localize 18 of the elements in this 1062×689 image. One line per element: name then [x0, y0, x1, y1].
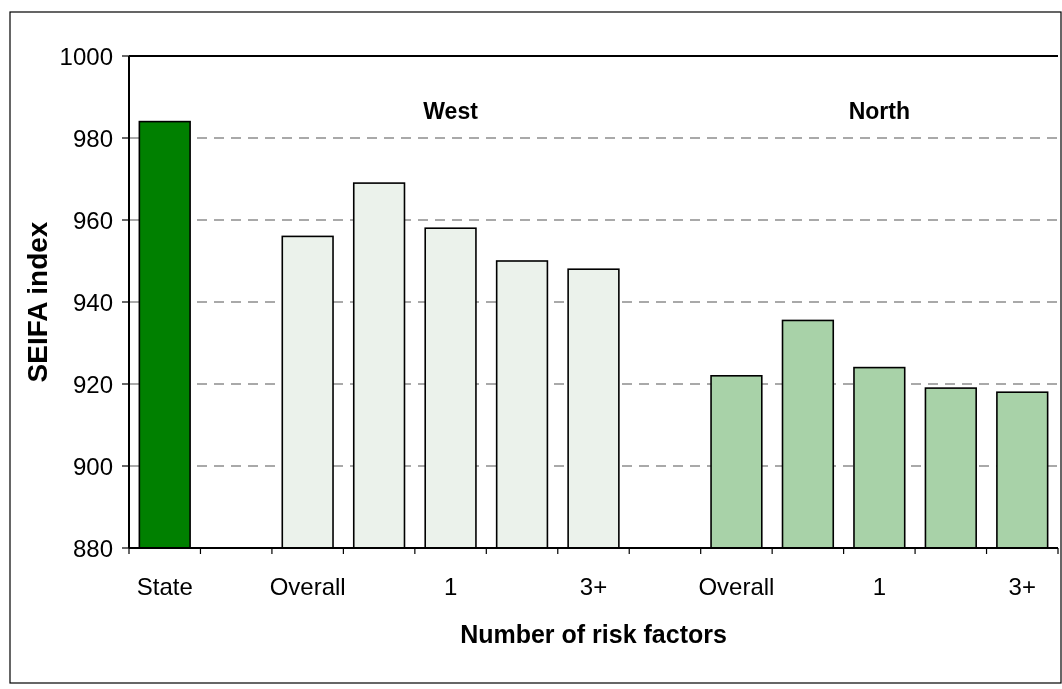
y-tick-label: 960: [72, 206, 113, 234]
x-tick-label: Overall: [269, 572, 346, 600]
y-tick-label: 920: [72, 370, 113, 398]
y-axis-title: SEIFA index: [21, 221, 53, 383]
y-tick-label: 940: [72, 288, 113, 316]
x-tick-label: Overall: [698, 572, 775, 600]
x-axis-title: Number of risk factors: [460, 620, 727, 648]
x-tick-label: State: [136, 572, 193, 600]
y-tick-label: 1000: [59, 42, 113, 70]
x-tick-label: 1: [443, 572, 458, 600]
y-tick-label: 880: [72, 534, 113, 562]
annotation: West: [423, 98, 479, 124]
annotation: North: [848, 98, 911, 124]
x-tick-label: 3+: [579, 572, 608, 600]
x-tick-label: 3+: [1008, 572, 1036, 600]
x-tick-label: 1: [872, 572, 887, 600]
y-tick-label: 900: [72, 452, 113, 480]
y-tick-label: 980: [72, 124, 113, 152]
